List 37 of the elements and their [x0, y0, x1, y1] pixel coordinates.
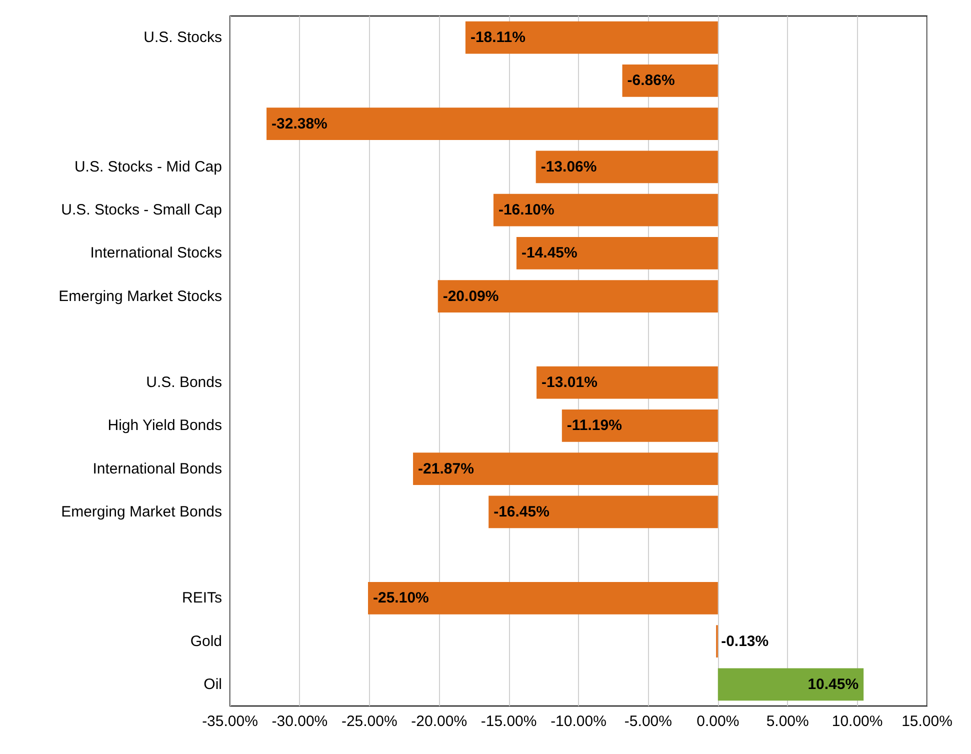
y-tick-label: U.S. Bonds [146, 374, 222, 392]
x-tick-label: -15.00% [480, 713, 537, 730]
data-label: -16.45% [494, 503, 550, 520]
y-tick-label: Emerging Market Stocks [58, 288, 222, 305]
data-label: -16.10% [498, 202, 554, 219]
y-tick-label: Emerging Market Bonds [61, 503, 222, 520]
data-label: -6.86% [627, 72, 675, 90]
y-tick-label: International Stocks [90, 244, 222, 262]
x-tick-label: 15.00% [902, 713, 952, 730]
data-label: -25.10% [373, 590, 429, 607]
y-tick-label: U.S. Stocks - Mid Cap [74, 158, 222, 176]
y-tick-label: International Bonds [92, 460, 222, 478]
x-tick-label: 5.00% [766, 713, 809, 730]
data-label: -32.38% [272, 115, 328, 132]
x-tick-label: -10.00% [550, 713, 606, 730]
y-tick-label: Gold [190, 632, 222, 650]
y-tick-label: U.S. Stocks [144, 29, 222, 46]
data-label: -18.11% [470, 29, 526, 46]
data-label: -14.45% [521, 244, 578, 262]
x-tick-label: 10.00% [832, 713, 883, 730]
x-tick-label: -25.00% [341, 713, 398, 730]
x-tick-label: -5.00% [624, 713, 672, 730]
data-label: -0.13% [721, 632, 769, 650]
data-label: -21.87% [418, 460, 474, 478]
y-tick-label: REITs [182, 590, 222, 607]
data-label: -13.06% [540, 158, 597, 176]
data-label: -13.01% [542, 374, 598, 392]
x-tick-label: -30.00% [272, 713, 328, 730]
x-tick-label: -35.00% [202, 713, 258, 730]
x-tick-label: -20.00% [411, 713, 468, 730]
data-label: -20.09% [442, 288, 499, 305]
y-tick-label: U.S. Stocks - Small Cap [61, 202, 222, 219]
x-tick-label: 0.00% [696, 713, 740, 730]
y-tick-label: High Yield Bonds [108, 417, 222, 434]
y-tick-label: Oil [204, 676, 222, 693]
data-label: -11.19% [566, 417, 622, 434]
data-label: 10.45% [808, 676, 859, 693]
